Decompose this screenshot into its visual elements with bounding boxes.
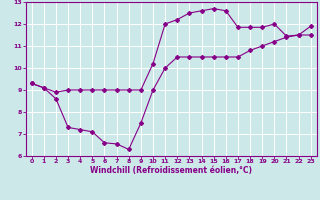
X-axis label: Windchill (Refroidissement éolien,°C): Windchill (Refroidissement éolien,°C): [90, 166, 252, 175]
